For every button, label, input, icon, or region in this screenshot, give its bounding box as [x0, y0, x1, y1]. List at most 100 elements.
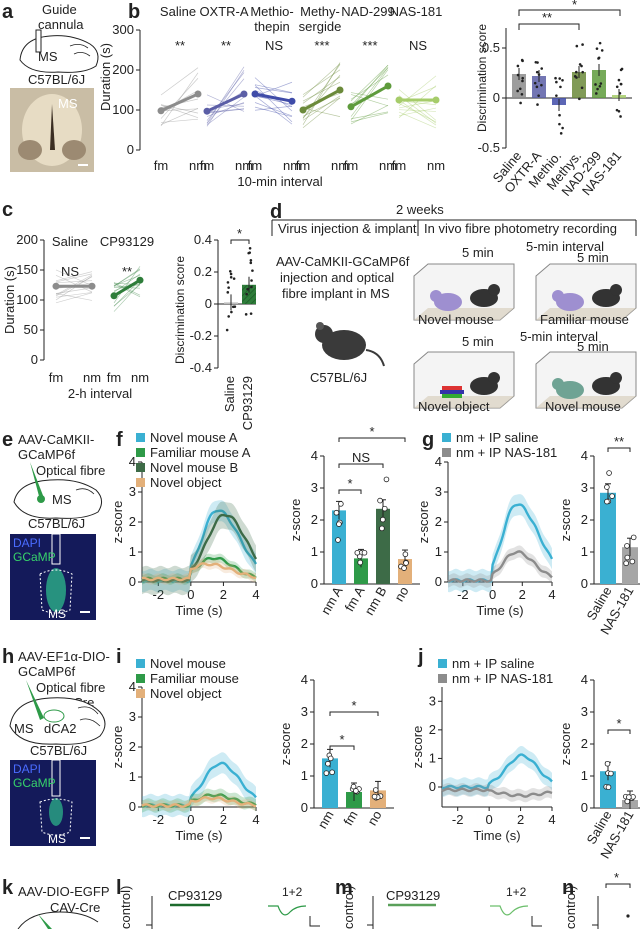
c-disc-point: [248, 251, 252, 254]
g-xlabel: Time (s): [476, 603, 523, 618]
i-legend-swatch: [136, 674, 145, 683]
d-arena-2-test-mouse-head: [610, 284, 622, 296]
b-disc-point: [595, 47, 599, 50]
e-dapi-label: DAPI: [13, 536, 41, 550]
c-individual-line: [55, 287, 93, 294]
n-sig: *: [614, 870, 619, 885]
b-x-category: fm: [296, 158, 310, 173]
b-disc-point: [581, 70, 585, 74]
g-bar-point: [606, 470, 612, 476]
c-disc-point: [249, 261, 253, 265]
panel-i: i 0 1 2 3 4 -2 0 2 4 Time (s) z-score Novel mouseFa…: [110, 646, 394, 843]
i-bar-point: [329, 769, 335, 776]
i-x-tick-label: 0: [187, 812, 194, 827]
b-individual-line: [398, 111, 437, 129]
g-bar-significance: **: [614, 434, 624, 449]
f-mean-trace: [141, 562, 257, 582]
i-bar-significance: *: [339, 732, 344, 747]
l-drug: CP93129: [168, 888, 222, 903]
b-mean-point: [384, 82, 392, 90]
f-bar-significance: *: [369, 424, 374, 439]
b-individual-line: [254, 95, 293, 105]
c-individual-line: [113, 274, 141, 287]
panel-label-a: a: [2, 1, 14, 23]
b-xlabel: 10-min interval: [237, 174, 322, 189]
h-strain: C57BL/6J: [30, 743, 87, 758]
f-bar-significance: NS: [352, 450, 370, 465]
b-mean-point: [299, 106, 307, 114]
histology-ms-label: MS: [58, 96, 78, 111]
i-bar-point: [327, 755, 334, 762]
g-ylabel: z-score: [416, 501, 431, 544]
f-mean-trace: [141, 509, 258, 583]
b-x-category: fm: [154, 158, 168, 173]
b-individual-line: [302, 95, 341, 121]
n-ylabel: control): [563, 886, 578, 929]
g-bar-y-tick-label: 4: [581, 448, 588, 463]
c-disc-point: [225, 328, 229, 332]
f-y-tick-label: 0: [129, 574, 136, 589]
g-bar-point: [604, 498, 610, 505]
b-disc-point: [619, 115, 622, 118]
i-legend-swatch: [136, 689, 145, 698]
j-legend-swatch: [438, 659, 447, 668]
c-x-category: nm: [131, 370, 149, 385]
j-bar-y-tick-label: 4: [581, 672, 588, 687]
b-disc-point: [615, 85, 619, 89]
b-mean-point: [288, 97, 296, 105]
d-arena-3-object: [442, 386, 462, 390]
b-drug-label: Saline: [160, 4, 196, 19]
b-individual-line: [302, 64, 341, 119]
d-arena-1-floor: [414, 308, 514, 320]
d-five-min-4: 5 min: [577, 339, 609, 354]
b-disc-point: [561, 78, 564, 82]
b-disc-bracket-a: [518, 23, 580, 30]
guide-cannula-line1: Guide: [42, 2, 77, 17]
b-disc-point: [535, 85, 539, 89]
c-individual-line: [55, 273, 93, 283]
f-sem-band: [142, 553, 256, 585]
g-y-tick-label: 0: [435, 574, 442, 589]
d-interval-1: 5-min interval: [526, 239, 604, 254]
b-disc-point: [619, 68, 623, 72]
c-individual-line: [55, 275, 93, 301]
j-legend-label: nm + IP saline: [452, 656, 535, 671]
b-disc-point: [521, 79, 524, 83]
b-disc-point: [581, 43, 584, 46]
c-disc-point: [245, 292, 248, 296]
i-bar-point: [325, 760, 331, 767]
c-y-tick-label: 200: [16, 232, 38, 247]
panel-label-e: e: [2, 429, 13, 451]
i-bar-point: [353, 788, 359, 794]
m-ylabel: control): [341, 886, 356, 929]
b-individual-line: [398, 109, 437, 112]
c-mean-point: [52, 282, 60, 290]
g-y-tick-label: 2: [435, 514, 442, 529]
b-mean-line: [302, 88, 341, 112]
i-x-tick-label: 2: [220, 812, 227, 827]
g-x-tick-label: 0: [489, 587, 496, 602]
b-individual-line: [254, 87, 293, 94]
j-bar-point: [626, 794, 632, 800]
b-y-tick-label: 300: [112, 22, 134, 37]
f-legend-label: Novel object: [150, 475, 222, 490]
region-ms-a: MS: [38, 49, 58, 64]
c-individual-line: [55, 271, 93, 282]
f-legend-swatch: [136, 478, 145, 487]
c-disc-point: [226, 291, 230, 294]
panel-label-l: l: [116, 877, 122, 899]
c-disc-point: [227, 286, 230, 289]
h-virus-line1: AAV-EF1α-DIO-: [18, 649, 110, 664]
d-arena-1-stimulus-mouse-head: [430, 290, 442, 302]
i-y-tick-label: 0: [129, 799, 136, 814]
k-fibre: [38, 914, 52, 929]
c-disc-point: [232, 277, 236, 280]
b-disc-point: [535, 70, 539, 74]
j-bar-y-tick-label: 3: [581, 704, 588, 719]
h-histology-image: [10, 759, 96, 846]
panel-label-b: b: [128, 1, 140, 23]
f-bar-point: [354, 549, 361, 556]
